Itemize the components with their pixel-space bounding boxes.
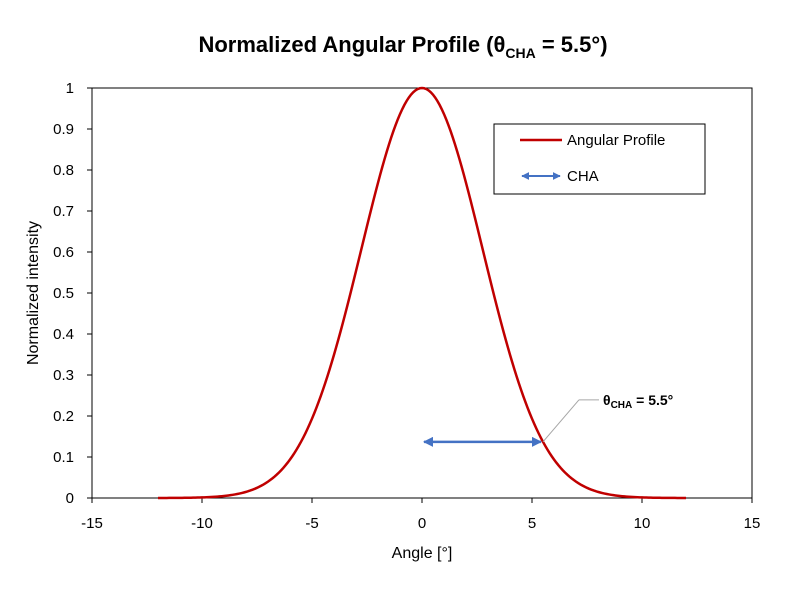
chart-title-main: Normalized Angular Profile (θ — [198, 32, 505, 57]
y-tick-label: 0.7 — [53, 203, 74, 220]
y-axis-ticks: 0 0.1 0.2 0.3 0.4 0.5 0.6 0.7 0.8 0.9 1 — [53, 80, 92, 507]
annotation-rest: = 5.5° — [632, 392, 673, 408]
x-tick-label: 0 — [418, 515, 426, 532]
x-axis-ticks: -15 -10 -5 0 5 10 15 — [81, 498, 760, 532]
y-tick-label: 0.8 — [53, 162, 74, 179]
y-axis-label: Normalized intensity — [25, 221, 42, 365]
y-tick-label: 0.9 — [53, 121, 74, 138]
y-tick-label: 0.5 — [53, 285, 74, 302]
legend-label-cha: CHA — [567, 168, 599, 185]
x-axis-label: Angle [°] — [392, 545, 453, 562]
x-tick-label: -5 — [305, 515, 318, 532]
y-tick-label: 0.4 — [53, 326, 74, 343]
annotation-leader-line — [542, 399, 580, 443]
legend-label-angular-profile: Angular Profile — [567, 132, 665, 149]
chart-title: Normalized Angular Profile (θCHA = 5.5°) — [198, 32, 607, 61]
x-tick-label: -15 — [81, 515, 103, 532]
annotation-subscript: CHA — [611, 400, 633, 411]
y-tick-label: 0.2 — [53, 408, 74, 425]
annotation-label: θCHA = 5.5° — [603, 392, 673, 411]
legend-box — [493, 123, 706, 195]
y-tick-label: 1 — [66, 80, 74, 97]
x-tick-label: 10 — [634, 515, 651, 532]
y-tick-label: 0.6 — [53, 244, 74, 261]
x-tick-label: 5 — [528, 515, 536, 532]
y-tick-label: 0.3 — [53, 367, 74, 384]
chart-title-rest: = 5.5°) — [536, 32, 608, 57]
x-tick-label: -10 — [191, 515, 213, 532]
chart-title-subscript: CHA — [505, 45, 535, 61]
y-tick-label: 0.1 — [53, 449, 74, 466]
x-tick-label: 15 — [744, 515, 761, 532]
annotation-main: θ — [603, 392, 611, 408]
legend: Angular Profile CHA — [493, 123, 706, 195]
y-tick-label: 0 — [66, 490, 74, 507]
series-angular-profile-line — [157, 86, 687, 500]
